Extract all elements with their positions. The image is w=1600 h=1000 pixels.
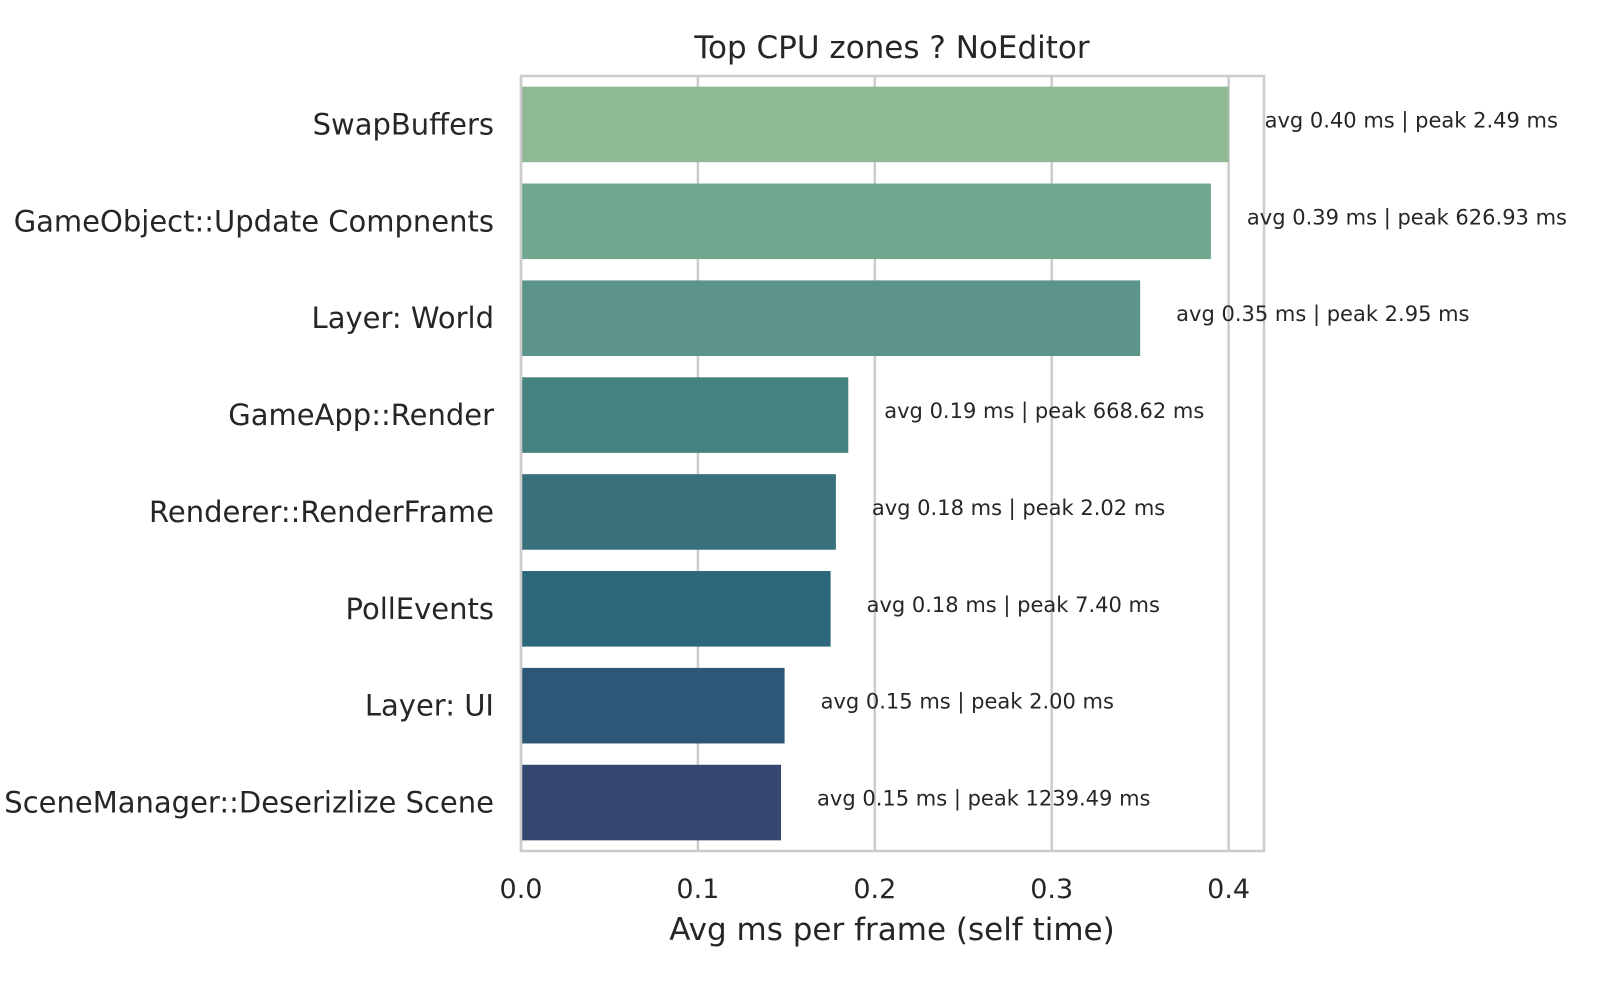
category-label: SwapBuffers	[313, 107, 494, 141]
x-tick-label: 0.0	[500, 874, 543, 905]
bar	[521, 571, 831, 647]
data-labels: avg 0.40 ms | peak 2.49 ms avg 0.39 ms | …	[817, 108, 1567, 811]
bar	[521, 474, 836, 550]
data-label: avg 0.39 ms | peak 626.93 ms	[1247, 205, 1567, 230]
x-axis-label: Avg ms per frame (self time)	[669, 912, 1114, 948]
data-label: avg 0.40 ms | peak 2.49 ms	[1265, 108, 1558, 133]
x-tick-label: 0.1	[676, 874, 719, 905]
category-label: GameObject::Update Compnents	[14, 204, 494, 238]
plot-frame	[519, 74, 1266, 853]
category-label: Renderer::RenderFrame	[149, 495, 494, 529]
data-label: avg 0.15 ms | peak 2.00 ms	[821, 690, 1114, 715]
data-label: avg 0.18 ms | peak 2.02 ms	[872, 496, 1165, 521]
category-label: PollEvents	[346, 592, 495, 626]
bar	[521, 667, 785, 744]
category-label: SceneManager::Deserizlize Scene	[4, 786, 494, 820]
data-label: avg 0.35 ms | peak 2.95 ms	[1176, 302, 1469, 327]
category-label: GameApp::Render	[228, 398, 494, 432]
x-tick-label: 0.3	[1030, 874, 1073, 905]
data-label: avg 0.15 ms | peak 1239.49 ms	[817, 787, 1150, 812]
category-label: Layer: World	[312, 301, 494, 335]
data-label: avg 0.18 ms | peak 7.40 ms	[867, 593, 1160, 618]
bar	[521, 377, 849, 453]
bar	[521, 183, 1211, 260]
x-tick-label: 0.4	[1207, 874, 1250, 905]
x-tick-label: 0.2	[853, 874, 896, 905]
bars	[521, 86, 1229, 841]
bar	[521, 86, 1229, 163]
chart-title: Top CPU zones ? NoEditor	[693, 30, 1089, 66]
data-label: avg 0.19 ms | peak 668.62 ms	[884, 399, 1204, 424]
bar	[521, 280, 1141, 356]
category-label: Layer: UI	[365, 689, 494, 723]
x-tick-labels: 0.0 0.1 0.2 0.3 0.4	[500, 874, 1251, 905]
bar	[521, 764, 782, 841]
